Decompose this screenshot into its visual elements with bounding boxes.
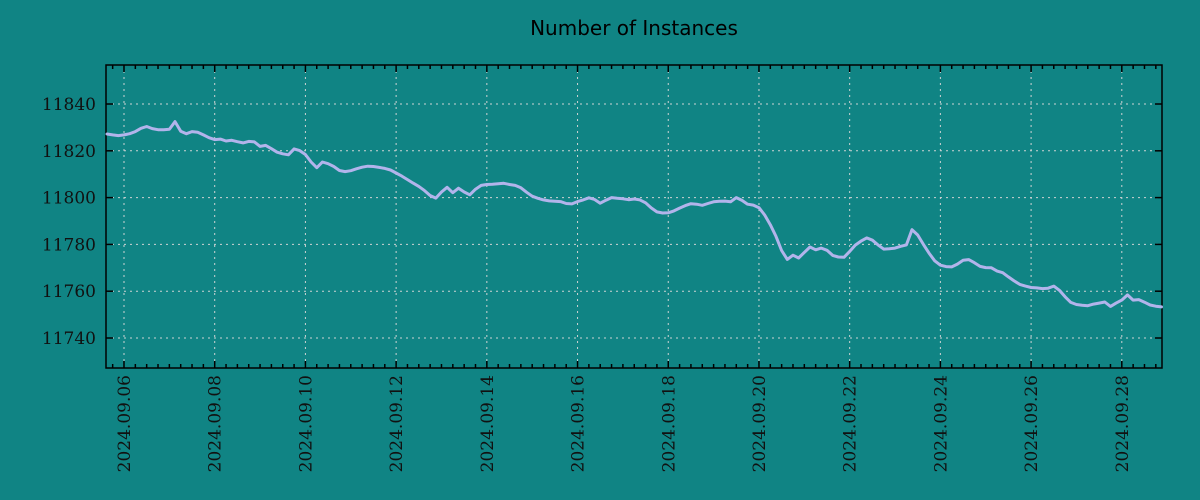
y-tick-label: 11840 [42, 95, 96, 115]
x-tick-label: 2024.09.24 [931, 375, 951, 472]
x-tick-label: 2024.09.12 [387, 375, 407, 472]
x-tick-label: 2024.09.14 [478, 375, 498, 472]
y-tick-label: 11820 [42, 142, 96, 162]
x-tick-label: 2024.09.16 [569, 375, 589, 472]
y-tick-label: 11740 [42, 329, 96, 349]
x-tick-label: 2024.09.20 [750, 375, 770, 472]
axis-ticks [106, 65, 1162, 368]
x-tick-label: 2024.09.06 [115, 375, 135, 472]
chart-title: Number of Instances [530, 16, 738, 40]
series-line [105, 120, 1163, 309]
x-tick-label: 2024.09.28 [1113, 375, 1133, 472]
y-tick-label: 11800 [42, 189, 96, 209]
axis-tick-labels: 11740 11760 11780 11800 11820 11840 2024.09.06… [42, 95, 1133, 472]
x-tick-label: 2024.09.22 [841, 375, 861, 472]
x-tick-label: 2024.09.26 [1022, 375, 1042, 472]
plot-border [105, 64, 1163, 369]
y-tick-label: 11760 [42, 282, 96, 302]
x-tick-label: 2024.09.10 [296, 375, 316, 472]
gridlines [106, 65, 1162, 368]
x-tick-label: 2024.09.08 [206, 375, 226, 472]
y-tick-label: 11780 [42, 235, 96, 255]
x-tick-label: 2024.09.18 [659, 375, 679, 472]
